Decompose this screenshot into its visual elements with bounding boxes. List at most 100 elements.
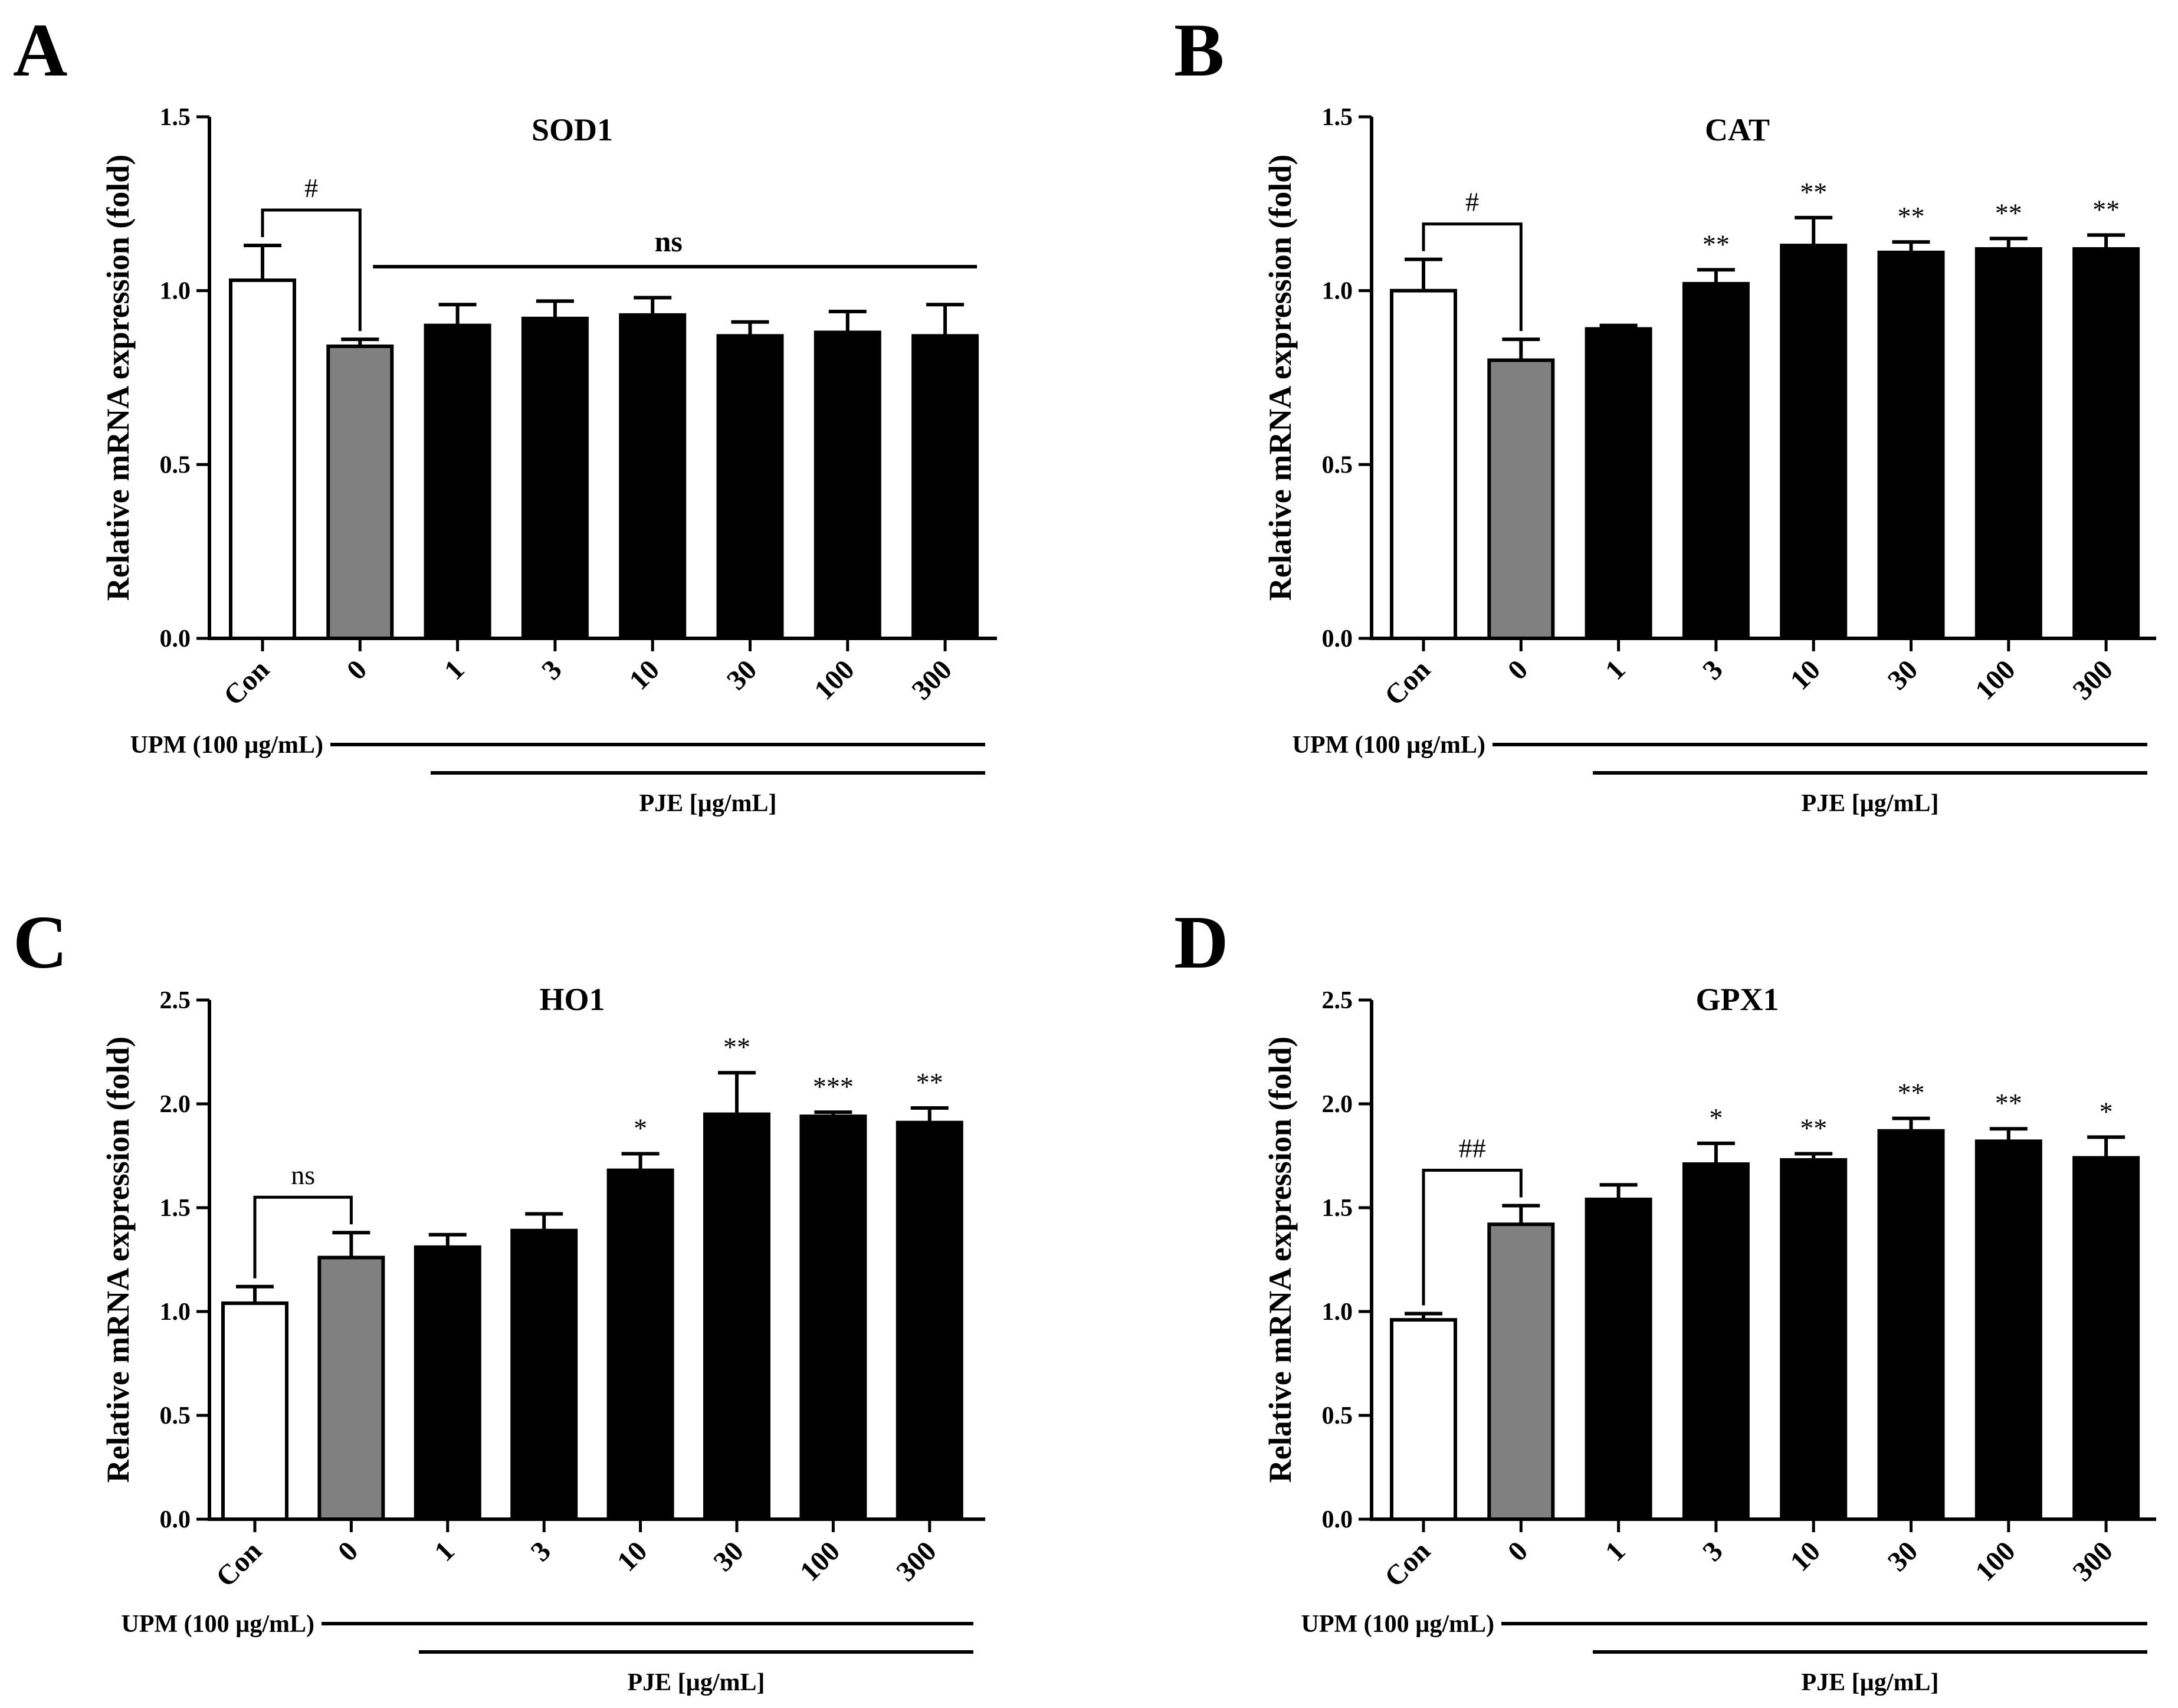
x-tick-label: 1 (428, 1535, 460, 1567)
bar (1682, 281, 1750, 640)
x-tick-label: 30 (707, 1535, 749, 1577)
x-tick-label: 3 (525, 1535, 557, 1567)
y-tick-label: 1.0 (1322, 278, 1353, 305)
bar (510, 1228, 578, 1521)
significance-label: ** (2092, 194, 2120, 224)
y-tick-label: 2.5 (160, 987, 191, 1014)
panel-letter: B (1174, 8, 1224, 92)
y-tick-label: 1.0 (160, 1299, 191, 1326)
x-tick-label: 100 (1969, 1535, 2021, 1587)
bar (1585, 327, 1652, 640)
panel-d: D GPX1 Relative mRNA expression (fold) 0.0 0… (1174, 900, 2156, 1696)
significance-label: ** (1898, 1078, 1925, 1108)
x-tick-label: 300 (2067, 654, 2118, 706)
significance-label: *** (813, 1071, 854, 1101)
x-tick-label: Con (218, 654, 275, 712)
x-tick-label: 100 (808, 654, 860, 706)
bar (424, 323, 491, 640)
x-tick-label: 0 (1502, 1535, 1534, 1567)
bar (2072, 247, 2140, 640)
y-tick-label: 0.0 (160, 625, 191, 653)
y-tick-label: 1.5 (160, 104, 191, 131)
bar (221, 1301, 288, 1521)
bar (1585, 1197, 1652, 1522)
y-tick-label: 2.5 (1322, 987, 1353, 1014)
bar (1780, 1158, 1848, 1522)
y-axis-label: Relative mRNA expression (fold) (1262, 1037, 1298, 1483)
y-tick-label: 0.5 (160, 451, 191, 478)
x-tick-label: 30 (1882, 654, 1924, 696)
bracket-label: ## (1459, 1133, 1486, 1163)
x-tick-label: 1 (1599, 654, 1631, 686)
x-tick-label: 300 (906, 654, 957, 706)
y-tick-label: 0.5 (1322, 1402, 1353, 1430)
bar (1877, 250, 1945, 640)
significance-bracket (261, 208, 362, 332)
significance-label: * (2100, 1096, 2113, 1126)
x-tick-label: 0 (332, 1535, 364, 1567)
significance-label: ** (1703, 229, 1730, 259)
ns-label: ns (655, 225, 683, 258)
y-tick-label: 0.5 (1322, 451, 1353, 478)
bar (317, 1255, 385, 1521)
panel-letter: D (1174, 900, 1228, 984)
y-tick-label: 1.0 (1322, 1299, 1353, 1326)
significance-label: * (634, 1113, 647, 1143)
bar (703, 1112, 770, 1521)
significance-label: ** (723, 1032, 750, 1062)
bar (606, 1168, 674, 1521)
chart-title: HO1 (539, 982, 605, 1017)
bar (799, 1114, 867, 1521)
upm-label: UPM (100 µg/mL) (122, 1611, 314, 1638)
significance-bracket (253, 1195, 353, 1278)
x-tick-label: 3 (1697, 654, 1728, 686)
x-tick-label: 0 (1502, 654, 1534, 686)
bar (229, 278, 296, 640)
x-tick-label: 30 (1882, 1535, 1924, 1577)
x-tick-label: Con (1379, 654, 1436, 712)
y-tick-label: 1.5 (1322, 1195, 1353, 1222)
x-tick-label: 100 (794, 1535, 846, 1587)
x-tick-label: 3 (536, 654, 568, 686)
x-tick-label: 300 (890, 1535, 942, 1587)
significance-bracket (1422, 222, 1523, 332)
upm-label: UPM (100 µg/mL) (130, 732, 323, 759)
significance-bracket (1422, 1168, 1523, 1306)
x-tick-label: 10 (1785, 654, 1826, 696)
bracket-label: ns (291, 1160, 315, 1190)
significance-label: ** (1898, 201, 1925, 231)
pje-label: PJE [µg/mL] (639, 790, 776, 817)
x-tick-label: 300 (2067, 1535, 2118, 1587)
pje-label: PJE [µg/mL] (627, 1669, 765, 1696)
bar (1974, 247, 2042, 640)
chart-title: SOD1 (532, 112, 613, 147)
y-tick-label: 1.0 (160, 278, 191, 305)
y-tick-label: 0.0 (1322, 625, 1353, 653)
y-axis-label: Relative mRNA expression (fold) (100, 155, 136, 601)
bar (1780, 244, 1848, 640)
bracket-label: # (304, 173, 318, 203)
significance-label: ** (1800, 1113, 1827, 1143)
bar (521, 316, 589, 640)
bar (326, 344, 394, 641)
y-tick-label: 0.0 (160, 1506, 191, 1533)
significance-label: * (1709, 1103, 1723, 1133)
panel-a: A SOD1 Relative mRNA expression (fold) 0.0 0… (13, 8, 997, 817)
bar (1877, 1129, 1945, 1521)
upm-label: UPM (100 µg/mL) (1293, 732, 1485, 759)
x-tick-label: 30 (721, 654, 763, 696)
panel-c: C HO1 Relative mRNA expression (fold) 0.0 0.… (13, 900, 985, 1696)
significance-label: ** (1995, 1088, 2022, 1118)
y-tick-label: 1.5 (1322, 104, 1353, 131)
bar (619, 313, 687, 640)
x-tick-label: 1 (1599, 1535, 1631, 1567)
y-tick-label: 0.5 (160, 1402, 191, 1430)
pje-label: PJE [µg/mL] (1801, 790, 1938, 817)
panel-letter: A (13, 8, 67, 92)
bar (1682, 1162, 1750, 1521)
bar (911, 334, 979, 640)
x-tick-label: 10 (611, 1535, 653, 1577)
x-tick-label: 1 (438, 654, 470, 686)
upm-label: UPM (100 µg/mL) (1301, 1611, 1494, 1638)
